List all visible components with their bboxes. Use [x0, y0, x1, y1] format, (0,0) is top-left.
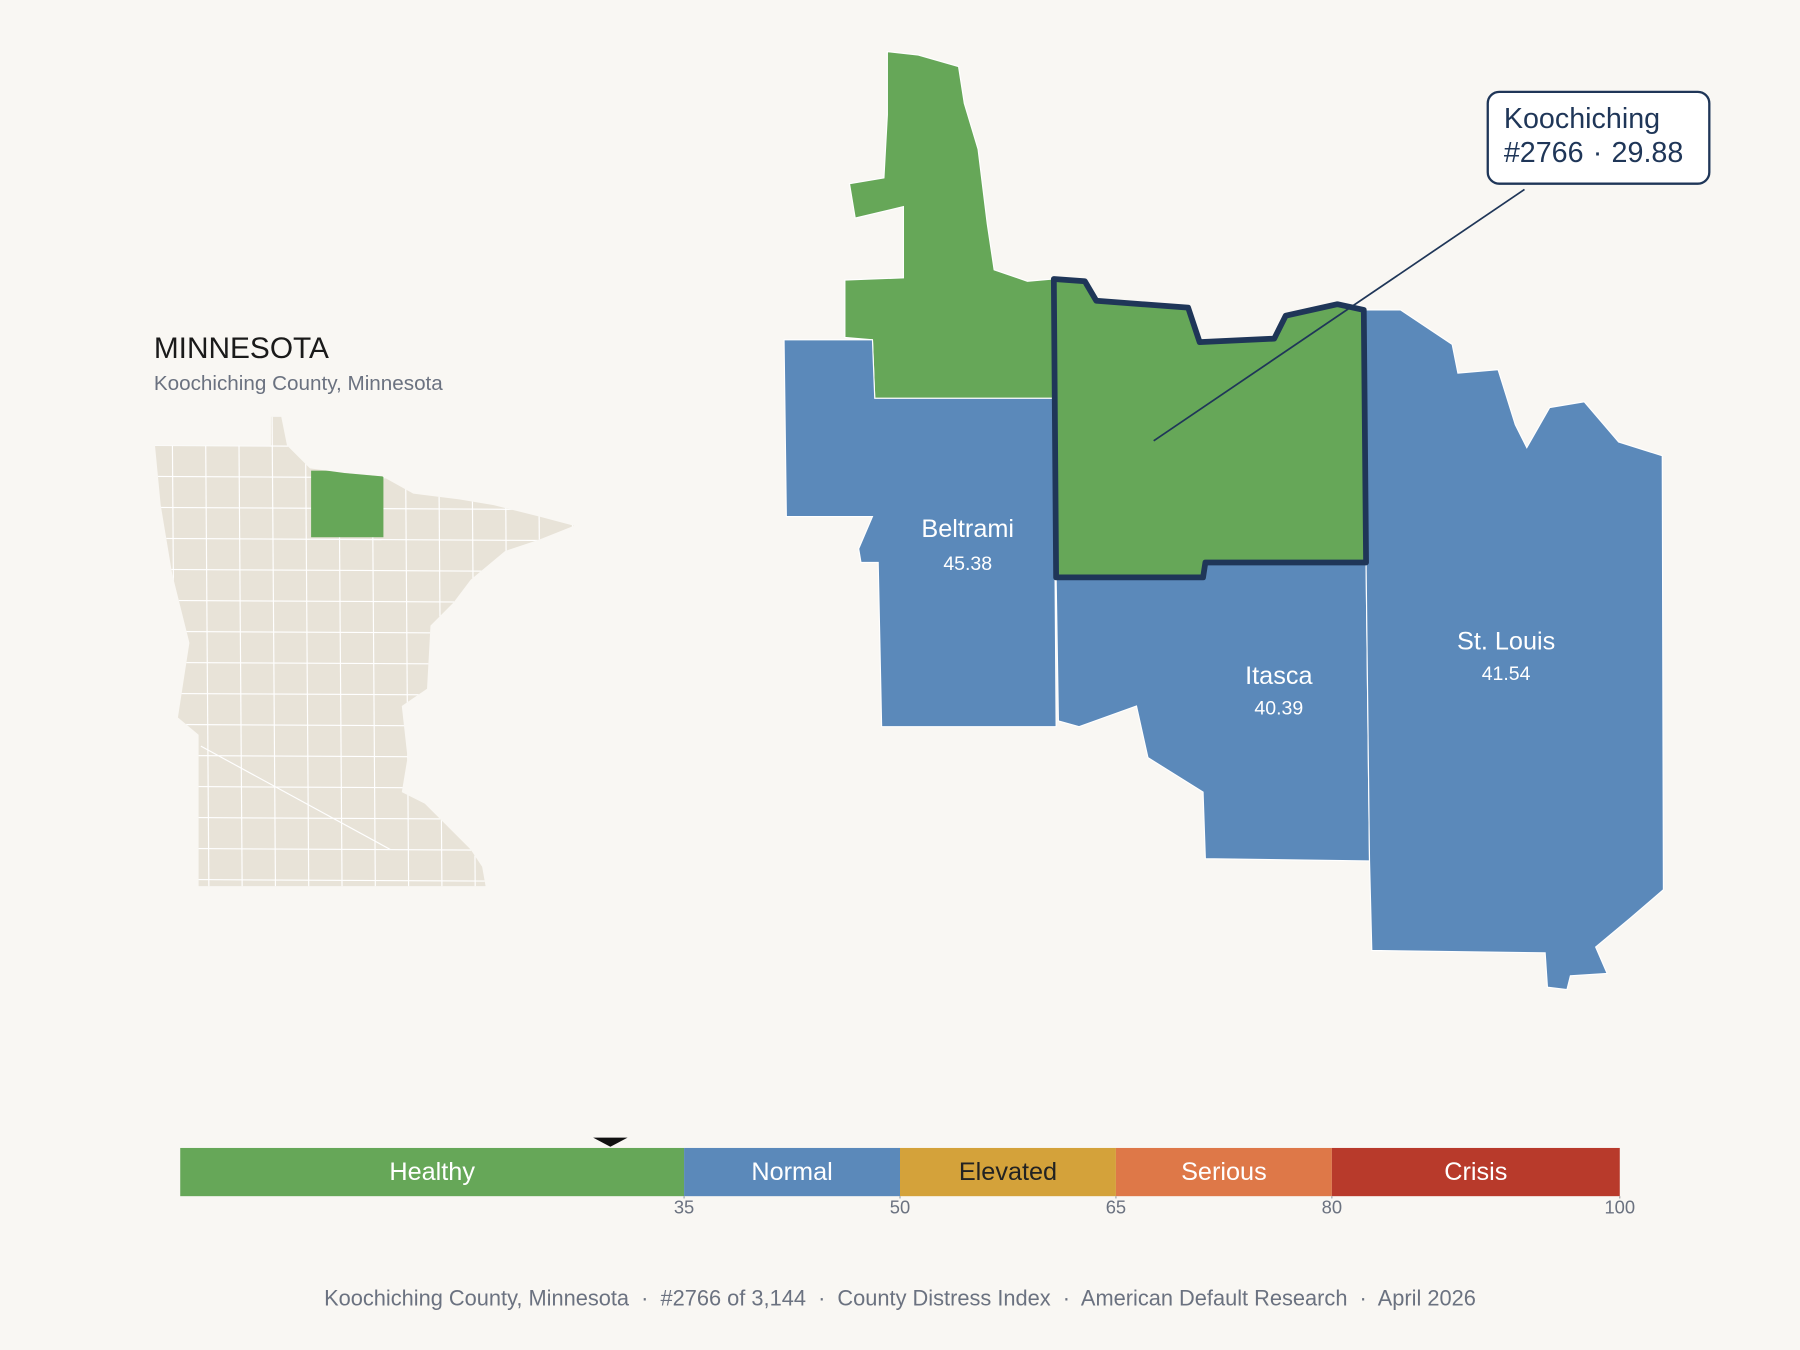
highlighted-county: [1050, 276, 1369, 581]
neighbor-county: [844, 51, 1055, 399]
county: [1055, 561, 1371, 862]
callout-leader: [1153, 188, 1525, 442]
scale-band: [1331, 1147, 1620, 1197]
county-border: [404, 416, 410, 887]
band-label: Serious: [1181, 1158, 1267, 1186]
callout-score: 29.88: [1612, 136, 1684, 168]
tick-label: 35: [674, 1197, 694, 1218]
county-border: [238, 416, 243, 887]
scale-band: [1115, 1147, 1332, 1197]
county-border: [537, 416, 543, 887]
tick-label: 65: [1106, 1197, 1126, 1218]
scale-band: [684, 1147, 900, 1197]
tick-label: 80: [1322, 1197, 1342, 1218]
footer: Koochiching County, Minnesota · #2766 of…: [324, 1285, 1476, 1310]
band-label: Elevated: [959, 1158, 1057, 1186]
county-border: [271, 416, 277, 887]
county-border: [304, 416, 310, 887]
county-value: 41.54: [1482, 663, 1531, 685]
scale-band: [180, 1147, 685, 1197]
county-border: [204, 416, 210, 887]
tick-label: 100: [1604, 1197, 1635, 1218]
score-marker: [593, 1137, 628, 1147]
band-label: Crisis: [1444, 1158, 1507, 1186]
county-name: St. Louis: [1457, 628, 1555, 656]
county-border: [471, 416, 476, 887]
county-name: Beltrami: [921, 515, 1014, 543]
inset-title: MINNESOTA: [154, 332, 329, 365]
band-label: Normal: [751, 1158, 832, 1186]
tick-label: 50: [890, 1197, 910, 1218]
inset-state: [154, 416, 574, 887]
county-name: Itasca: [1245, 662, 1313, 690]
callout-separator: ·: [1593, 136, 1603, 168]
inset-subtitle: Koochiching County, Minnesota: [154, 372, 443, 395]
county-border: [571, 416, 574, 887]
county-border: [504, 416, 510, 887]
callout-rank: #2766: [1504, 136, 1584, 168]
inset-highlight: [311, 470, 384, 538]
county-value: 45.38: [943, 553, 992, 575]
band-label: Healthy: [389, 1158, 475, 1186]
callout-detail: #2766 · 29.88: [1504, 136, 1684, 168]
county-map: [783, 51, 1664, 991]
scale-band: [900, 1147, 1116, 1197]
county-border: [200, 745, 391, 850]
county: [1363, 309, 1664, 991]
county-border: [154, 537, 574, 542]
scale-bar: Healthy Normal Elevated Serious Crisis 35 50 65…: [180, 1137, 1635, 1218]
county-value: 40.39: [1254, 698, 1303, 720]
callout-title: Koochiching: [1504, 103, 1660, 135]
callout-box: [1486, 90, 1711, 185]
county: [783, 339, 1057, 728]
